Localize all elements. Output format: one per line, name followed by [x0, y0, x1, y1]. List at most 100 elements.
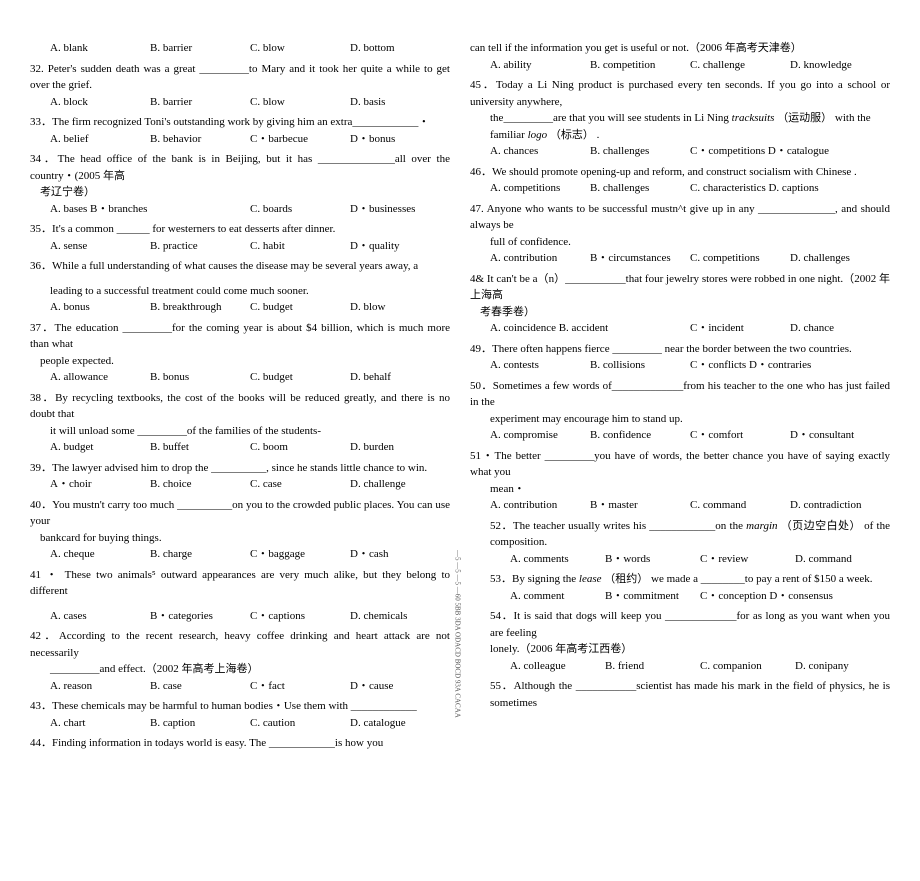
question-46: 46．We should promote opening-up and refo…	[470, 164, 890, 197]
stem: can tell if the information you get is u…	[470, 40, 890, 57]
opt-a: A. coincidence B. accident	[490, 320, 690, 337]
stem: 37．The education _________for the coming…	[30, 320, 450, 353]
opt-d: D・quality	[350, 238, 450, 255]
stem: 47. Anyone who wants to be successful mu…	[470, 201, 890, 234]
opt-c: C. budget	[250, 299, 350, 316]
opt-a: A. belief	[50, 131, 150, 148]
stem2: lonely.（2006 年高考江西卷）	[470, 641, 890, 658]
question-40: 40．You mustn't carry too much __________…	[30, 497, 450, 563]
opt-d: D. chemicals	[350, 608, 450, 625]
opt-d: D・bonus	[350, 131, 450, 148]
opt-d: D・cause	[350, 678, 450, 695]
opt-a: A. blank	[50, 40, 150, 57]
opt-d: D. conipany	[795, 658, 890, 675]
question-55: 55．Although the ___________scientist has…	[470, 678, 890, 711]
question-52: 52．The teacher usually writes his ______…	[470, 518, 890, 568]
stem: 52．The teacher usually writes his ______…	[470, 518, 890, 551]
opt-b: B・words	[605, 551, 700, 568]
question-37: 37．The education _________for the coming…	[30, 320, 450, 386]
opt-b: B・circumstances	[590, 250, 690, 267]
opt-b: B. bonus	[150, 369, 250, 386]
opt-c: C・captions	[250, 608, 350, 625]
stem2: leading to a successful treatment could …	[30, 283, 450, 300]
opt-d: D. blow	[350, 299, 450, 316]
stem: 54．It is said that dogs will keep you __…	[470, 608, 890, 641]
stem: 4& It can't be a（n）___________that four …	[470, 271, 890, 304]
opt-a: A. block	[50, 94, 150, 111]
opt-a: A・choir	[50, 476, 150, 493]
opt-a: A. budget	[50, 439, 150, 456]
opt-a: A. contribution	[490, 497, 590, 514]
stem2: people expected.	[30, 353, 450, 370]
opt-a: A. ability	[490, 57, 590, 74]
opt-d: D. challenge	[350, 476, 450, 493]
opt-c: C. command	[690, 497, 790, 514]
opt-a: A. reason	[50, 678, 150, 695]
opt-d: D・cash	[350, 546, 450, 563]
question-34: 34．The head office of the bank is in Bei…	[30, 151, 450, 217]
opt-d: D・consultant	[790, 427, 890, 444]
opt-c: C. companion	[700, 658, 795, 675]
opt-c: C・conflicts D・contraries	[690, 357, 890, 374]
question-50: 50．Sometimes a few words of_____________…	[470, 378, 890, 444]
opt-a: A. cases	[50, 608, 150, 625]
stem: 39．The lawyer advised him to drop the __…	[30, 460, 450, 477]
stem: 33．The firm recognized Toni's outstandin…	[30, 114, 450, 131]
right-column: can tell if the information you get is u…	[470, 40, 890, 841]
opt-b: B. challenges	[590, 180, 690, 197]
opt-a: A. comment	[510, 588, 605, 605]
opt-c: C・incident	[690, 320, 790, 337]
opt-d: D. chance	[790, 320, 890, 337]
opt-d: D. challenges	[790, 250, 890, 267]
opt-c: C. caution	[250, 715, 350, 732]
opt-a: A. colleague	[510, 658, 605, 675]
note: 考春季卷）	[470, 304, 890, 321]
opt-d: D. bottom	[350, 40, 450, 57]
opt-d: D. contradiction	[790, 497, 890, 514]
stem2: it will unload some _________of the fami…	[30, 423, 450, 440]
question-39: 39．The lawyer advised him to drop the __…	[30, 460, 450, 493]
opt-c: C・comfort	[690, 427, 790, 444]
opt-b: B. collisions	[590, 357, 690, 374]
stem: 42．According to the recent research, hea…	[30, 628, 450, 661]
stem2: bankcard for buying things.	[30, 530, 450, 547]
question-43: 43．These chemicals may be harmful to hum…	[30, 698, 450, 731]
opt-a: A. contests	[490, 357, 590, 374]
opt-d: D. command	[795, 551, 890, 568]
opt-b: B. friend	[605, 658, 700, 675]
left-column: A. blankB. barrierC. blowD. bottom 32. P…	[30, 40, 450, 841]
opt-a: A. chances	[490, 143, 590, 160]
opt-a: A. cheque	[50, 546, 150, 563]
opt-c: C. challenge	[690, 57, 790, 74]
opt-c: C. boards	[250, 201, 350, 218]
opt-c: C. boom	[250, 439, 350, 456]
question-32: 32. Peter's sudden death was a great ___…	[30, 61, 450, 111]
opt-c: C. habit	[250, 238, 350, 255]
opt-a: A. compromise	[490, 427, 590, 444]
opt-b: B. choice	[150, 476, 250, 493]
opt-a: A. chart	[50, 715, 150, 732]
opt-c: C. competitions	[690, 250, 790, 267]
opt-b: B. challenges	[590, 143, 690, 160]
stem: 41 ・ These two animals⁵ outward appearan…	[30, 567, 450, 600]
opt-b: B・master	[590, 497, 690, 514]
side-annotation: —5 —5 —5 —60 5BB 3DA ODACD BOCD 93A CACA…	[452, 550, 463, 718]
question-47: 47. Anyone who wants to be successful mu…	[470, 201, 890, 267]
stem: 46．We should promote opening-up and refo…	[470, 164, 890, 181]
stem: 34．The head office of the bank is in Bei…	[30, 151, 450, 184]
question-38: 38．By recycling textbooks, the cost of t…	[30, 390, 450, 456]
stem: 32. Peter's sudden death was a great ___…	[30, 61, 450, 94]
opt-b: B. barrier	[150, 94, 250, 111]
opt-b: B. buffet	[150, 439, 250, 456]
opt-c: C. characteristics D. captions	[690, 180, 890, 197]
opt-c: C. budget	[250, 369, 350, 386]
question-31-opts: A. blankB. barrierC. blowD. bottom	[30, 40, 450, 57]
opt-a: A. allowance	[50, 369, 150, 386]
opt-d: D・businesses	[350, 201, 450, 218]
question-51: 51・The better _________you have of words…	[470, 448, 890, 514]
opt-a: A. competitions	[490, 180, 590, 197]
question-35: 35．It's a common ______ for westerners t…	[30, 221, 450, 254]
stem: 43．These chemicals may be harmful to hum…	[30, 698, 450, 715]
opt-d: D. basis	[350, 94, 450, 111]
opt-a: A. sense	[50, 238, 150, 255]
